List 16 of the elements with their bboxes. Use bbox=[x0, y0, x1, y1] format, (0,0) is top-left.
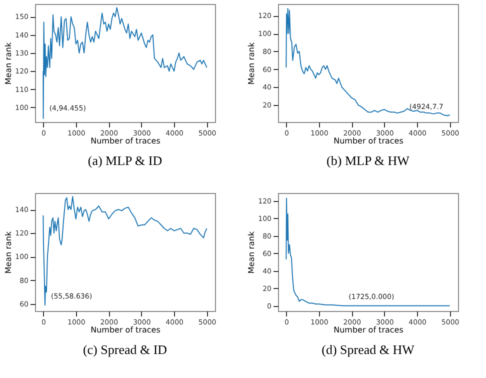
x-axis-title: Number of traces bbox=[334, 326, 404, 334]
line-series bbox=[286, 8, 450, 116]
x-axis-title: Number of traces bbox=[90, 136, 160, 146]
line-series bbox=[286, 198, 450, 306]
text: (a) MLP & ID bbox=[88, 153, 162, 168]
text: (b) MLP & HW bbox=[326, 153, 410, 168]
y-axis-title: Mean rank bbox=[247, 231, 256, 274]
line-series bbox=[42, 196, 208, 306]
y-axis-title: Mean rank bbox=[4, 231, 14, 274]
text: (d) Spread & HW bbox=[322, 342, 416, 357]
x-axis-title: Number of traces bbox=[90, 326, 160, 334]
y-axis-title: Mean rank bbox=[247, 42, 256, 85]
x-axis-title: Number of traces bbox=[334, 136, 404, 146]
y-axis-title: Mean rank bbox=[4, 42, 14, 85]
text: (c) Spread & ID bbox=[82, 342, 168, 357]
line-series bbox=[42, 7, 208, 119]
